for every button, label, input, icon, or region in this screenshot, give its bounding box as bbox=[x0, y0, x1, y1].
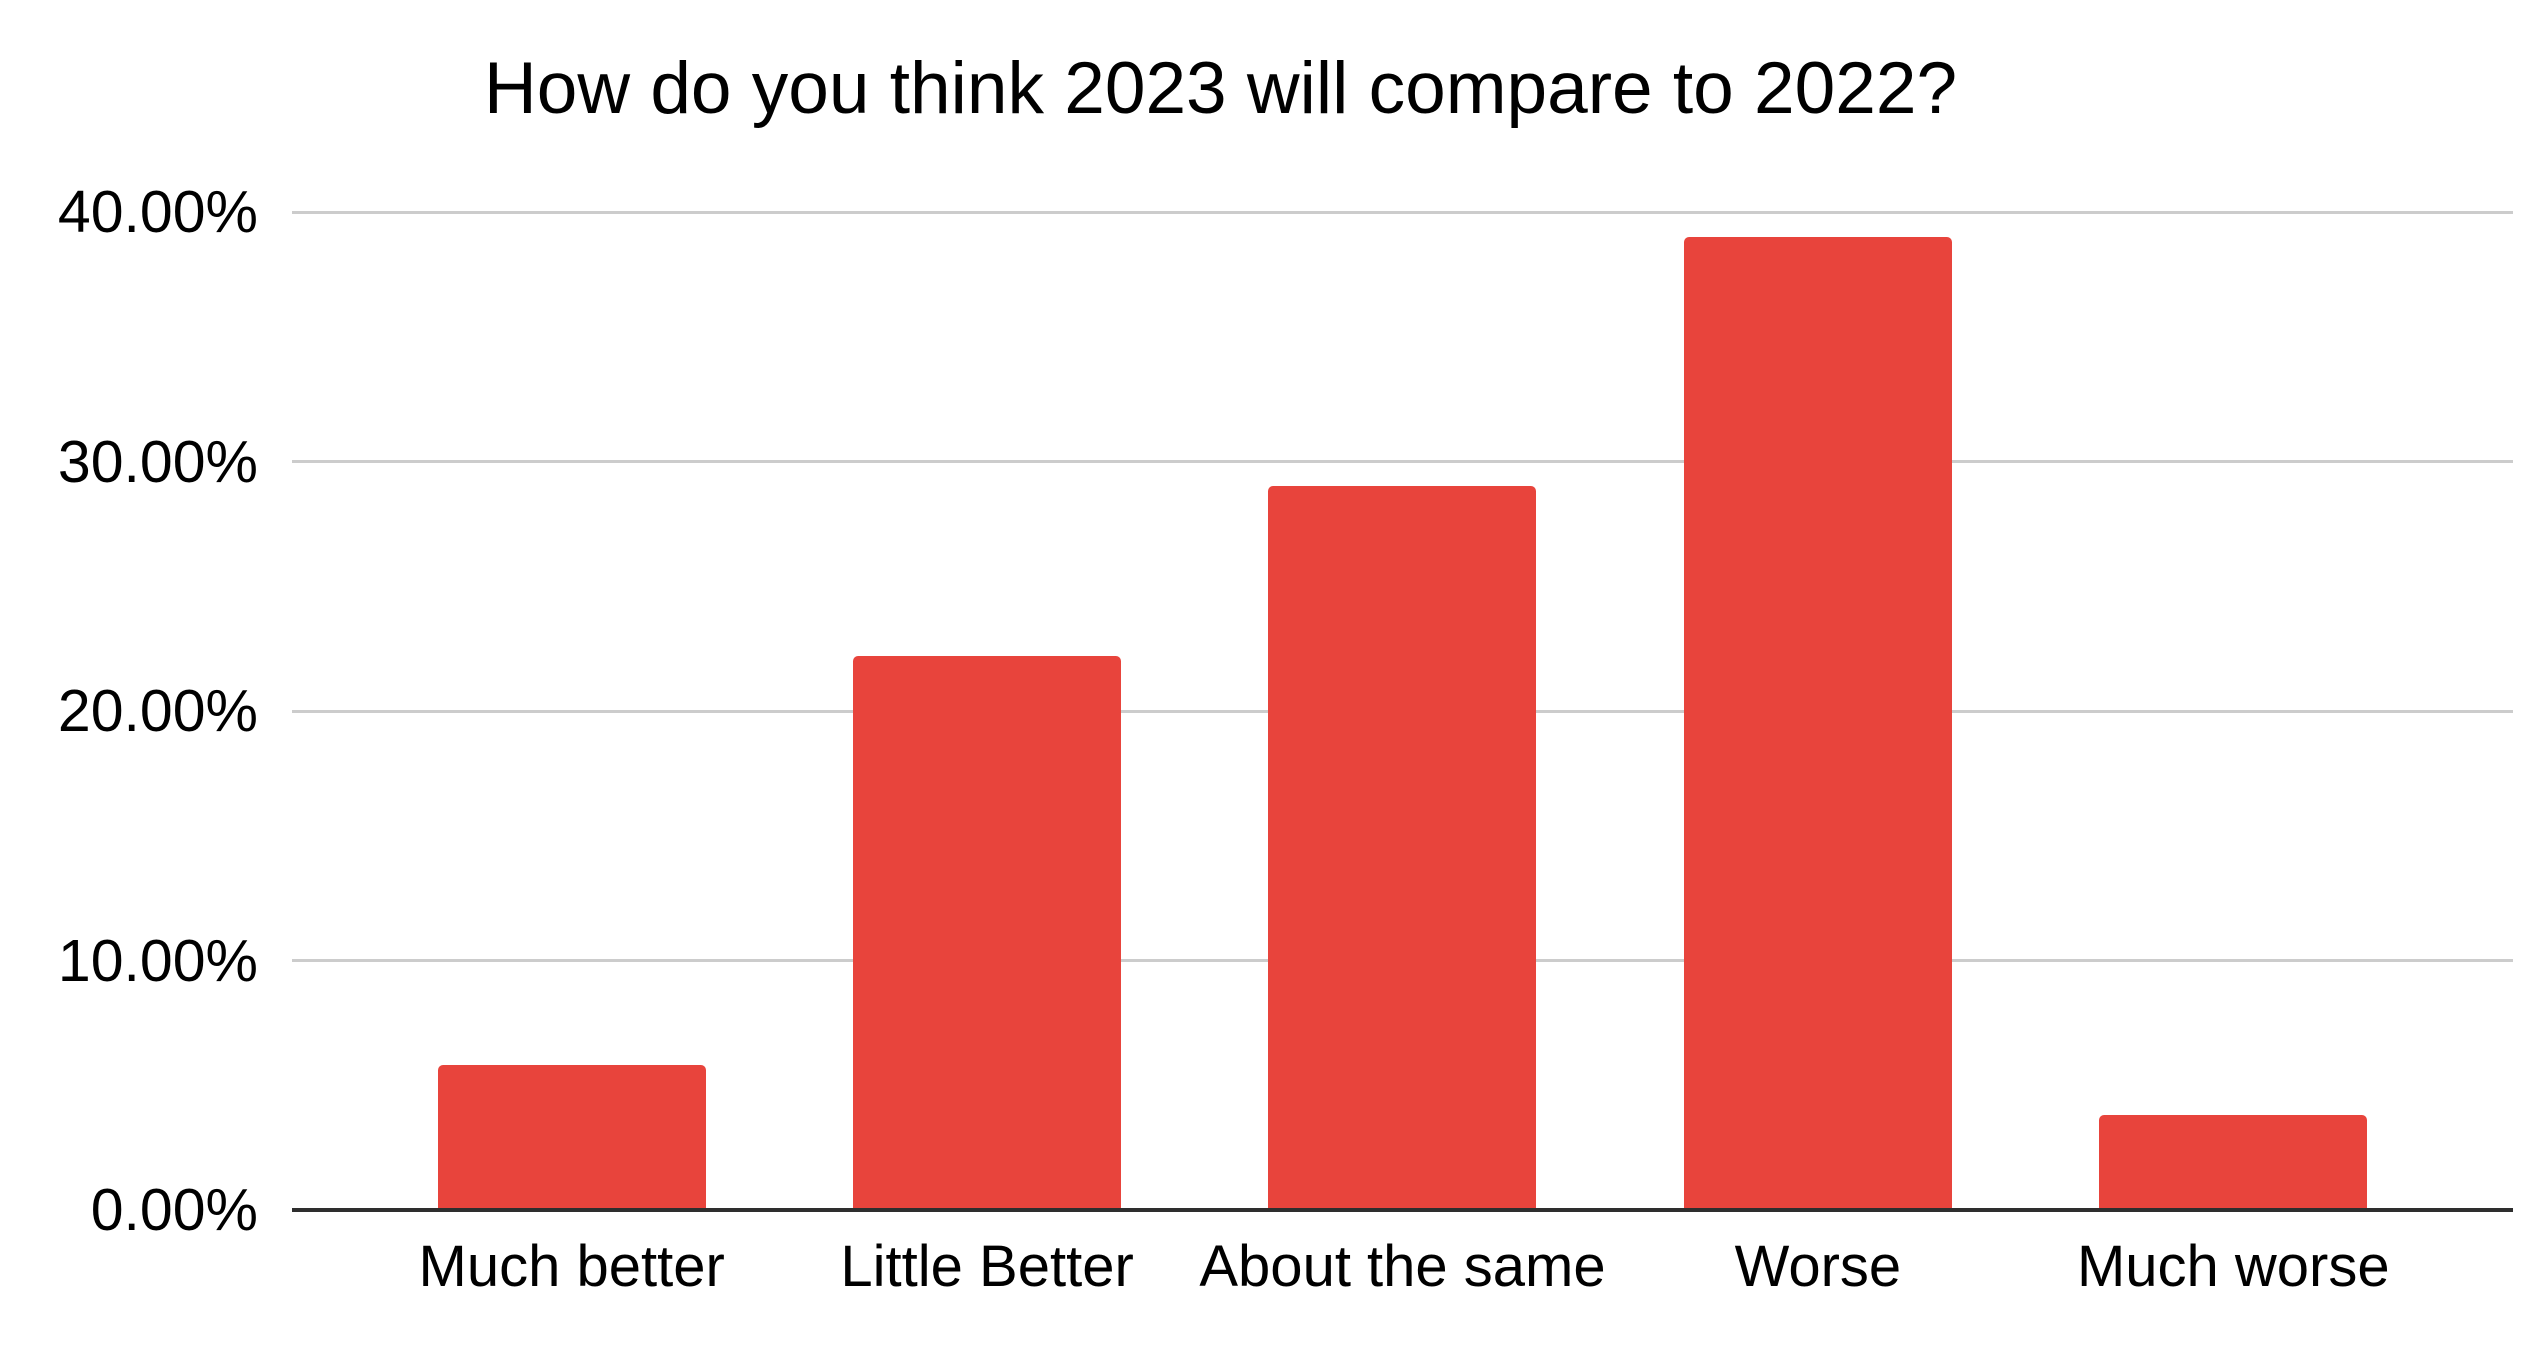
x-category-label: About the same bbox=[1199, 1234, 1606, 1299]
x-axis-line bbox=[292, 1208, 2513, 1212]
bar-worse bbox=[1683, 236, 1952, 1210]
bar-slot bbox=[1610, 212, 2025, 1210]
y-tick-label: 20.00% bbox=[57, 678, 258, 744]
bar-slot bbox=[2026, 212, 2441, 1210]
bar-much-better bbox=[437, 1065, 706, 1210]
x-category-label: Much worse bbox=[2076, 1234, 2390, 1299]
y-tick-label: 0.00% bbox=[90, 1177, 258, 1243]
bar-about-the-same bbox=[1268, 486, 1537, 1210]
bar-slot bbox=[1195, 212, 1610, 1210]
gridline bbox=[292, 210, 2513, 214]
y-axis: 40.00% 30.00% 20.00% 10.00% 0.00% bbox=[0, 179, 258, 1243]
x-category-label: Worse bbox=[1734, 1234, 1902, 1299]
bar-slot bbox=[364, 212, 779, 1210]
bar-little-better bbox=[853, 656, 1122, 1210]
plot-area bbox=[292, 210, 2513, 1212]
x-category-label: Little Better bbox=[840, 1234, 1134, 1299]
y-tick-label: 40.00% bbox=[57, 179, 258, 245]
chart-title: How do you think 2023 will compare to 20… bbox=[484, 48, 1958, 129]
bars-band bbox=[364, 212, 2441, 1210]
y-tick-label: 30.00% bbox=[57, 428, 258, 495]
y-tick-label: 10.00% bbox=[57, 927, 258, 994]
bar-much-worse bbox=[2099, 1115, 2368, 1210]
bar-slot bbox=[779, 212, 1194, 1210]
x-category-label: Much better bbox=[418, 1234, 725, 1299]
gridline bbox=[292, 460, 2513, 463]
x-axis: Much better Little Better About the same Wo… bbox=[364, 1232, 2441, 1312]
